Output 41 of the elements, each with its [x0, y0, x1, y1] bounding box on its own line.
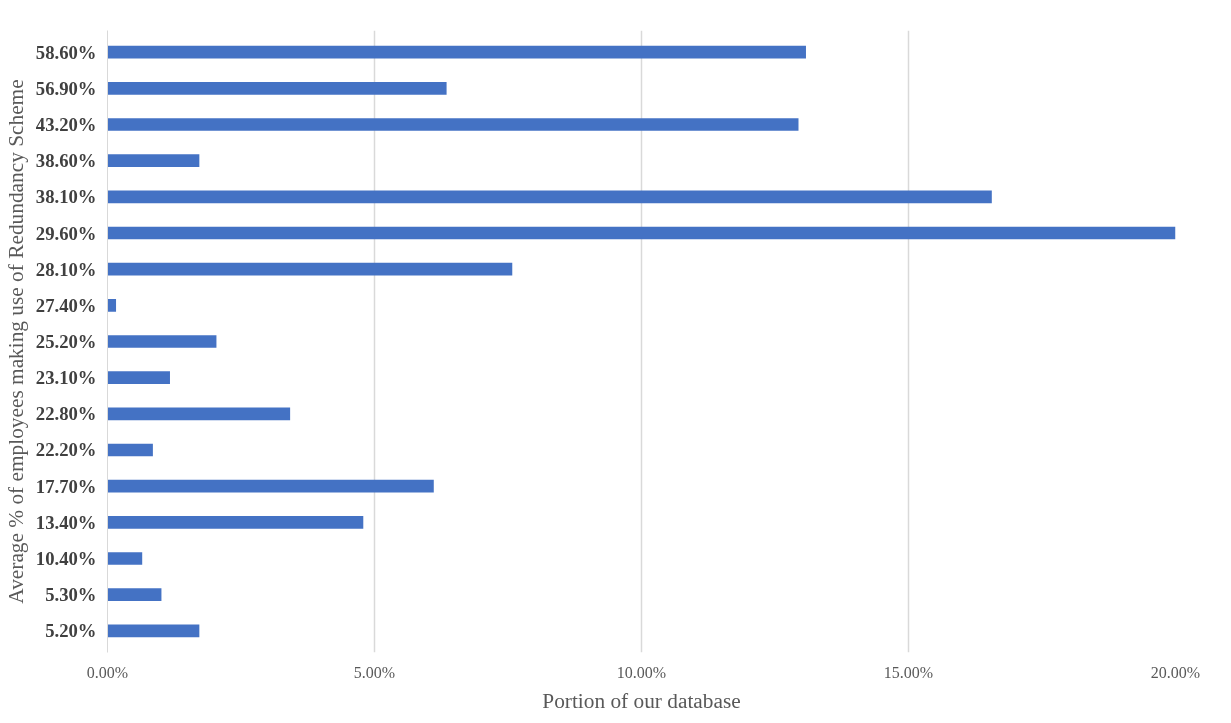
bar	[107, 371, 170, 384]
y-axis-title: Average % of employees making use of Redundancy Scheme	[3, 79, 28, 604]
y-tick-label: 27.40%	[35, 294, 97, 316]
bar	[107, 226, 1176, 240]
y-tick-label: 43.20%	[35, 114, 97, 136]
x-tick-label: 0.00%	[86, 663, 129, 681]
bar	[107, 262, 513, 276]
bar	[107, 335, 217, 348]
y-tick-label: 13.40%	[35, 511, 97, 533]
y-tick-label: 25.20%	[35, 331, 97, 352]
bar	[107, 552, 143, 565]
bar	[107, 407, 291, 421]
y-tick-label: 22.80%	[35, 403, 97, 425]
bar	[107, 624, 200, 638]
y-tick-label: 5.30%	[45, 584, 97, 606]
bar	[107, 588, 162, 601]
bar	[107, 82, 447, 95]
bar	[107, 154, 200, 168]
y-tick-label: 58.60%	[35, 41, 97, 63]
x-axis-title: Portion of our database	[542, 688, 741, 713]
y-tick-label: 38.60%	[35, 150, 97, 172]
y-tick-label: 38.10%	[35, 186, 97, 208]
bar	[107, 299, 117, 312]
y-tick-label: 56.90%	[35, 77, 97, 99]
y-tick-label: 23.10%	[35, 367, 97, 389]
y-tick-label: 5.20%	[45, 620, 97, 642]
bar	[107, 515, 364, 529]
y-tick-label: 28.10%	[35, 258, 97, 280]
y-tick-label: 10.40%	[35, 547, 97, 569]
y-tick-label: 29.60%	[35, 222, 97, 244]
x-tick-label: 20.00%	[1150, 663, 1201, 681]
bar	[107, 479, 434, 493]
y-tick-label: 22.20%	[35, 439, 97, 461]
x-tick-label: 10.00%	[616, 663, 667, 681]
bar	[107, 118, 799, 131]
x-tick-label: 5.00%	[353, 663, 396, 681]
bar	[107, 190, 992, 204]
bar	[107, 45, 806, 59]
x-tick-label: 15.00%	[883, 663, 934, 681]
bar	[107, 443, 153, 457]
y-tick-label: 17.70%	[35, 475, 97, 497]
